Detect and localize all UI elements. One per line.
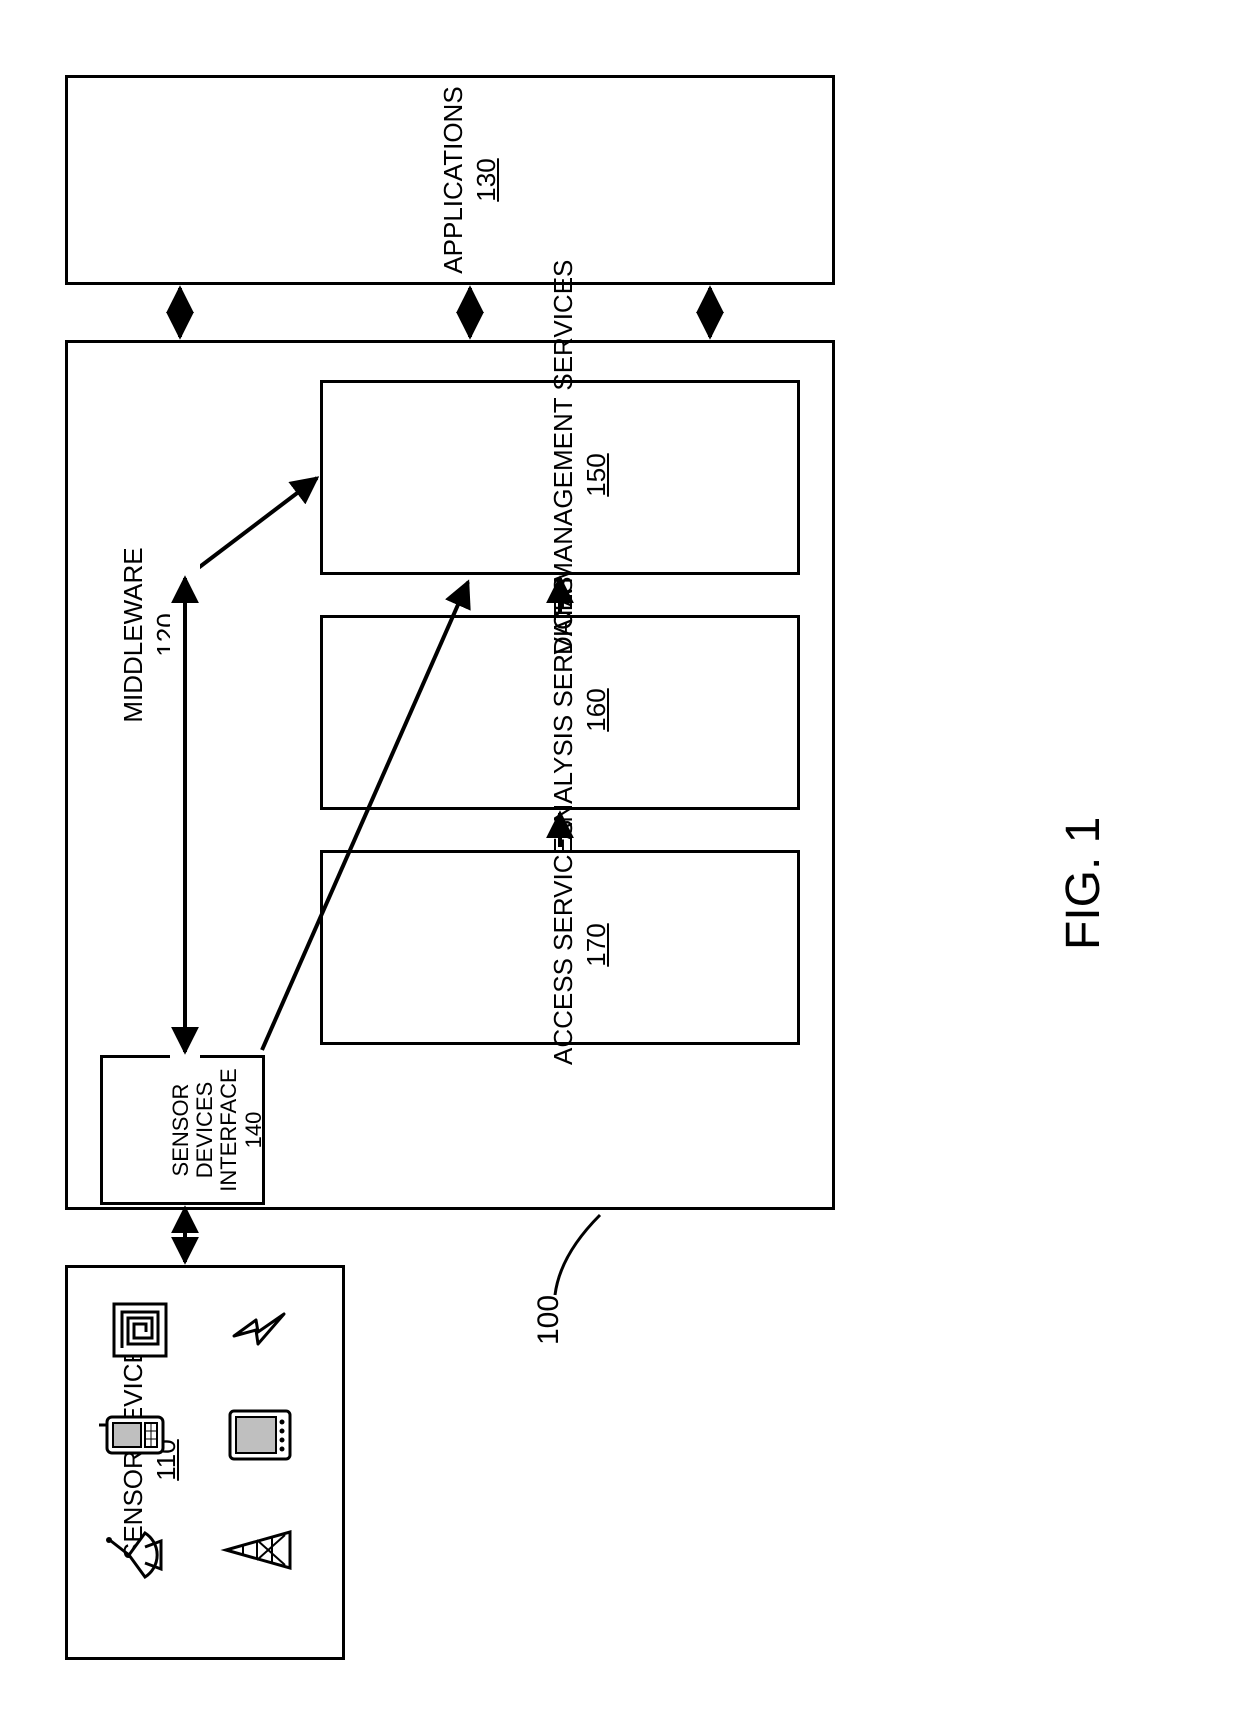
sensor-devices-block — [65, 1265, 345, 1660]
figure-caption: FIG. 1 — [1056, 790, 1104, 950]
sdi-label: SENSORDEVICESINTERFACE 140 — [169, 1060, 191, 1200]
ref-100-pointer-curve — [555, 1215, 600, 1295]
access-label: ACCESS SERVICES 170 — [547, 825, 573, 1065]
analysis-label: ANALYSIS SERVICES 160 — [547, 580, 573, 840]
diagram-canvas: SENSOR DEVICES 110 MIDDLEWARE 120 APPLIC… — [0, 0, 1240, 1729]
applications-label: APPLICATIONS 130 — [437, 80, 463, 280]
middleware-label: MIDDLEWARE 120 — [117, 535, 143, 735]
ref-100-label: 100 — [530, 1285, 560, 1355]
sensor-devices-label: SENSOR DEVICES 110 — [117, 1360, 143, 1560]
